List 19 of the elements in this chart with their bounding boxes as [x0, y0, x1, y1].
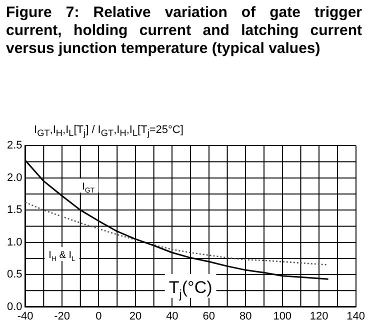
x-tick-label: 60: [202, 310, 216, 322]
x-tick-label: 20: [129, 310, 142, 322]
x-tick-label: 40: [166, 310, 178, 322]
y-tick-label: 2.0: [6, 172, 22, 184]
x-tick-label: -40: [17, 310, 34, 322]
x-tick-label: 80: [240, 310, 252, 322]
y-tick-label: 0.5: [6, 268, 22, 281]
x-tick-label: 0: [96, 310, 102, 322]
x-tick-label: 140: [346, 310, 366, 322]
x-tick-label: -20: [54, 310, 70, 322]
chart-title: Figure 7: Relative variation of gate trigger current, holding current and latching current versus junction temperature (typical values): [6, 4, 362, 58]
y-tick-label: 1.5: [6, 204, 22, 216]
line-series: [25, 202, 329, 266]
y-tick-label: 1.0: [6, 236, 22, 248]
text: I$_{GT}$,I$_{H}$,I$_{L}$[T$_{j}$] / I$_{GT}$,I$_{H}$,I$_{L}$[T$_{j}$=25°C]: [34, 124, 184, 138]
y-tick-label: 2.5: [6, 140, 22, 152]
y-tick-label: 0.0: [6, 300, 22, 313]
x-tick-label: 100: [273, 310, 292, 322]
x-tick-label: 120: [310, 310, 328, 322]
